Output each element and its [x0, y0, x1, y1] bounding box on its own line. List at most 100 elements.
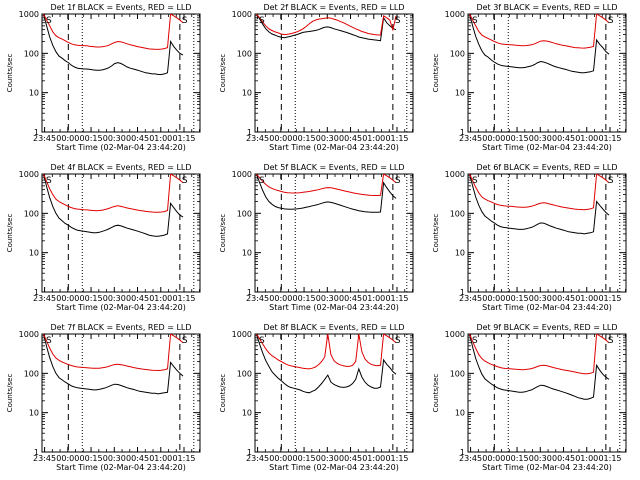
x-axis-label: Start Time (02-Mar-04 23:44:20) [56, 303, 186, 312]
x-tick-label: 00:30 [316, 454, 339, 463]
y-axis-label: Counts/sec [219, 54, 227, 93]
series-line-lld [256, 14, 397, 36]
x-axis-label: Start Time (02-Mar-04 23:44:20) [482, 303, 612, 312]
y-tick-label: 1000 [445, 170, 465, 179]
saa-marker: S [608, 176, 614, 186]
x-tick-label: 00:45 [339, 134, 362, 143]
x-tick-label: 00:30 [529, 134, 552, 143]
chart-title: Det 4f BLACK = Events, RED = LLD [50, 163, 191, 172]
x-tick-label: 23:45 [33, 294, 56, 303]
plot-frame [41, 13, 201, 133]
saa-marker: S [472, 336, 478, 346]
y-axis-label: Counts/sec [432, 214, 440, 253]
plot-frame [254, 13, 414, 133]
y-tick-label: 1 [34, 128, 39, 137]
x-tick-label: 00:45 [552, 134, 575, 143]
saa-marker: S [472, 16, 478, 26]
x-tick-label: 00:15 [506, 294, 529, 303]
saa-marker: S [259, 16, 265, 26]
y-axis-label: Counts/sec [432, 374, 440, 413]
x-tick-label: 00:00 [56, 454, 79, 463]
detector-chart-5: Det 5f BLACK = Events, RED = LLD Counts/s… [219, 163, 414, 312]
saa-marker: S [395, 16, 401, 26]
x-tick-label: 23:45 [33, 454, 56, 463]
x-tick-label: 00:30 [316, 134, 339, 143]
chart-title: Det 6f BLACK = Events, RED = LLD [476, 163, 617, 172]
x-tick-label: 00:45 [339, 454, 362, 463]
series-line-lld [43, 14, 184, 50]
x-tick-label: 00:00 [269, 454, 292, 463]
x-tick-label: 00:00 [269, 134, 292, 143]
x-tick-label: 23:45 [33, 134, 56, 143]
saa-marker: S [395, 336, 401, 346]
y-tick-label: 1000 [445, 330, 465, 339]
x-tick-label: 00:45 [552, 294, 575, 303]
y-tick-label: 1000 [445, 10, 465, 19]
y-tick-label: 10 [455, 409, 465, 418]
y-tick-label: 100 [450, 49, 465, 58]
y-axis-label: Counts/sec [432, 54, 440, 93]
detector-chart-4: Det 4f BLACK = Events, RED = LLD Counts/s… [6, 163, 201, 312]
y-tick-label: 1000 [232, 170, 252, 179]
x-tick-label: 00:00 [56, 134, 79, 143]
y-tick-label: 10 [242, 409, 252, 418]
x-axis-label: Start Time (02-Mar-04 23:44:20) [269, 303, 399, 312]
x-axis-label: Start Time (02-Mar-04 23:44:20) [56, 143, 186, 152]
plot-frame [254, 173, 414, 293]
y-tick-label: 100 [237, 209, 252, 218]
y-tick-label: 1 [460, 128, 465, 137]
x-tick-label: 23:45 [246, 454, 269, 463]
x-tick-label: 01:00 [575, 294, 598, 303]
y-tick-label: 1 [34, 288, 39, 297]
y-tick-label: 10 [29, 249, 39, 258]
plot-frame [41, 173, 201, 293]
x-tick-label: 00:45 [339, 294, 362, 303]
x-tick-label: 01:00 [575, 454, 598, 463]
y-tick-label: 100 [24, 49, 39, 58]
y-axis-label: Counts/sec [219, 214, 227, 253]
series-line-lld [469, 14, 610, 49]
y-axis-label: Counts/sec [6, 214, 14, 253]
x-tick-label: 00:15 [506, 454, 529, 463]
series-line-events [256, 14, 397, 42]
x-tick-label: 01:15 [385, 134, 408, 143]
x-tick-label: 00:15 [506, 134, 529, 143]
saa-marker: S [46, 16, 52, 26]
saa-marker: S [46, 336, 52, 346]
x-tick-label: 00:30 [103, 454, 126, 463]
x-tick-label: 23:45 [459, 294, 482, 303]
x-tick-label: 00:15 [293, 134, 316, 143]
y-tick-label: 100 [24, 369, 39, 378]
y-tick-label: 10 [455, 249, 465, 258]
x-tick-label: 00:45 [126, 454, 149, 463]
chart-title: Det 9f BLACK = Events, RED = LLD [476, 323, 617, 332]
detector-chart-9: Det 9f BLACK = Events, RED = LLD Counts/s… [432, 323, 627, 472]
series-line-events [43, 174, 184, 237]
series-line-events [469, 334, 610, 400]
x-tick-label: 00:15 [80, 134, 103, 143]
chart-title: Det 8f BLACK = Events, RED = LLD [263, 323, 404, 332]
x-tick-label: 01:00 [575, 134, 598, 143]
x-axis-label: Start Time (02-Mar-04 23:44:20) [269, 143, 399, 152]
x-tick-label: 00:15 [80, 454, 103, 463]
x-axis-label: Start Time (02-Mar-04 23:44:20) [269, 463, 399, 472]
series-line-events [469, 14, 610, 74]
x-axis-label: Start Time (02-Mar-04 23:44:20) [482, 463, 612, 472]
x-tick-label: 23:45 [459, 454, 482, 463]
x-tick-label: 01:15 [172, 134, 195, 143]
x-tick-label: 00:15 [293, 294, 316, 303]
x-tick-label: 01:00 [362, 454, 385, 463]
y-tick-label: 10 [242, 89, 252, 98]
plot-frame [467, 333, 627, 453]
x-tick-label: 00:00 [269, 294, 292, 303]
y-tick-label: 1000 [19, 10, 39, 19]
x-tick-label: 00:30 [529, 454, 552, 463]
x-tick-label: 00:30 [529, 294, 552, 303]
series-line-lld [256, 174, 397, 196]
series-line-events [256, 334, 397, 394]
y-tick-label: 100 [237, 369, 252, 378]
saa-marker: S [608, 336, 614, 346]
series-line-events [469, 174, 610, 235]
y-tick-label: 100 [450, 369, 465, 378]
